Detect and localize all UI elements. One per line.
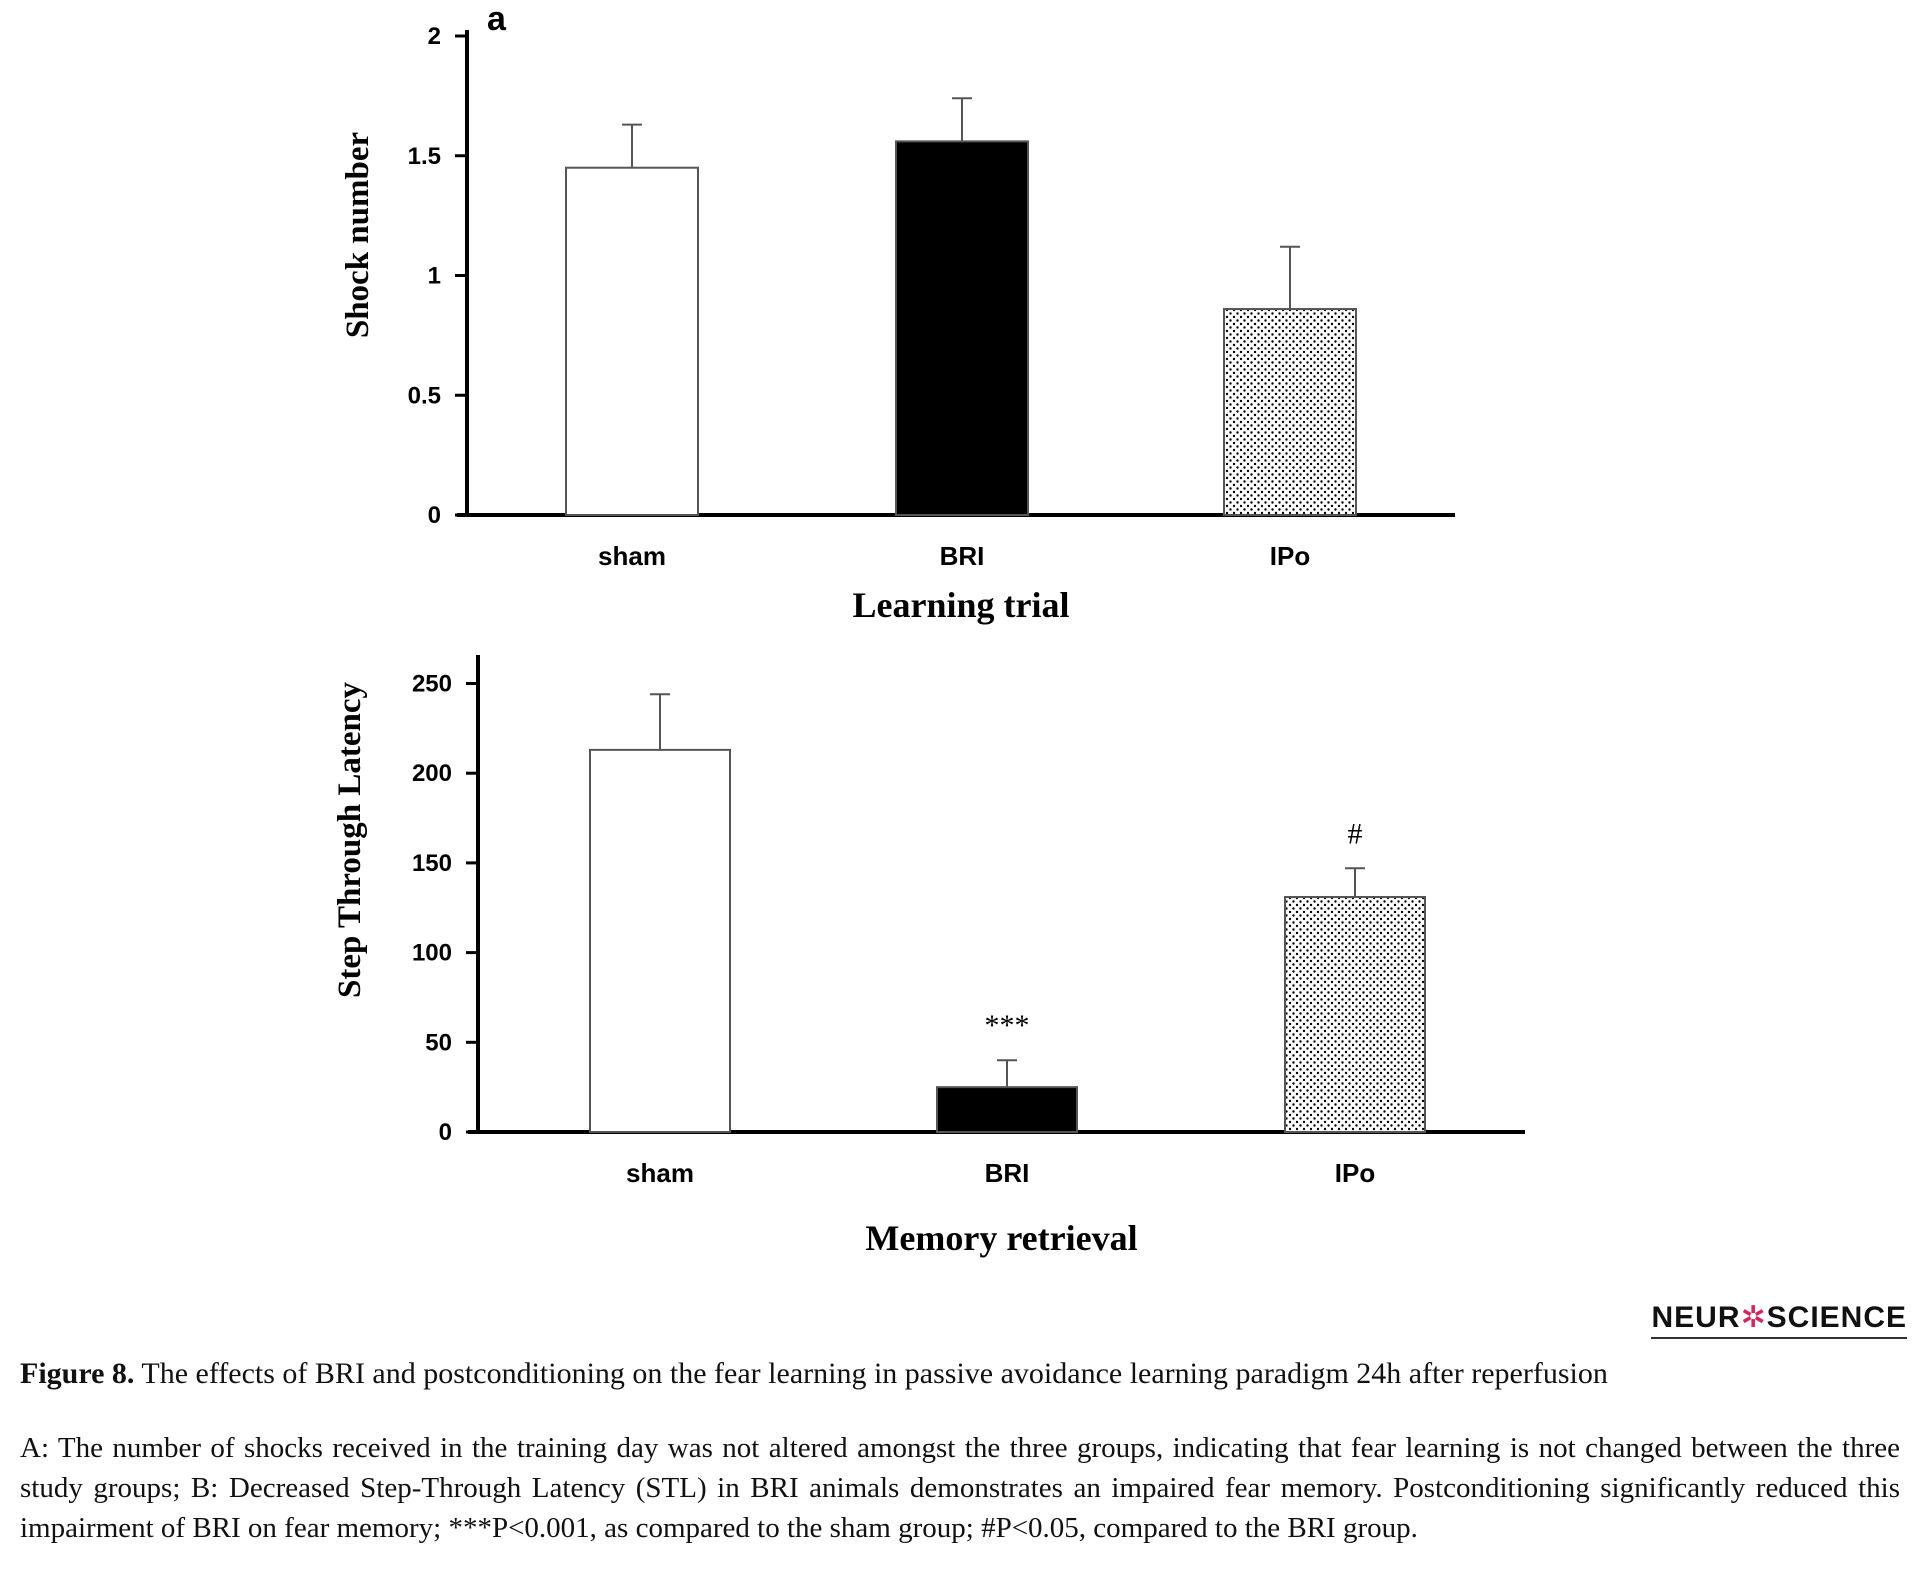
y-tick-label: 100: [412, 940, 452, 967]
bar-sham: [589, 748, 731, 1133]
y-tick-label: 50: [425, 1029, 452, 1056]
significance-marker: ***: [985, 1009, 1030, 1042]
bar-sham: [565, 166, 699, 516]
y-axis-title: Step Through Latency: [332, 681, 368, 998]
x-category-label: BRI: [985, 1158, 1030, 1188]
y-tick-label: 0.5: [408, 382, 441, 409]
figure-number: Figure 8.: [20, 1357, 135, 1390]
y-tick-label: 0: [428, 502, 441, 529]
y-tick-label: 200: [412, 760, 452, 787]
chart-panel-a: 0 0.5 1 1.5 2 sham BRI IPo Learning trial Shock n…: [340, 0, 1455, 625]
bar-ipo: [1223, 308, 1357, 516]
x-category-label: IPo: [1335, 1158, 1375, 1188]
figure-caption-body: A: The number of shocks received in the …: [20, 1432, 1900, 1544]
x-category-label: sham: [626, 1158, 694, 1188]
x-axis-title: Learning trial: [853, 585, 1070, 625]
bar-ipo: [1284, 895, 1426, 1134]
figure-caption-title: Figure 8. The effects of BRI and postcon…: [20, 1355, 1900, 1393]
figure-title: The effects of BRI and postconditioning …: [134, 1357, 1608, 1390]
y-tick-label: 1.5: [408, 143, 441, 170]
chart-panel-b: 0 50 100 150 200 250 sham BRI *** IPo # Memory retr…: [332, 655, 1525, 1258]
bar-bri: [936, 1086, 1078, 1134]
x-axis-title: Memory retrieval: [865, 1218, 1137, 1258]
y-tick-label: 250: [412, 671, 452, 698]
significance-marker: #: [1348, 817, 1363, 850]
x-category-label: IPo: [1270, 541, 1310, 571]
y-axis-title: Shock number: [340, 132, 376, 338]
x-category-label: sham: [598, 541, 666, 571]
y-tick-label: 150: [412, 850, 452, 877]
y-tick-label: 1: [428, 263, 441, 290]
y-tick-label: 0: [439, 1119, 452, 1146]
figure-charts: 0 0.5 1 1.5 2 sham BRI IPo Learning trial Shock n…: [332, 0, 1525, 1258]
x-category-label: BRI: [940, 541, 985, 571]
y-tick-label: 2: [428, 23, 441, 50]
panel-label: a: [487, 0, 507, 38]
neuroscience-logo: NEUR✲SCIENCE: [1651, 1300, 1907, 1339]
bar-bri: [895, 140, 1029, 516]
